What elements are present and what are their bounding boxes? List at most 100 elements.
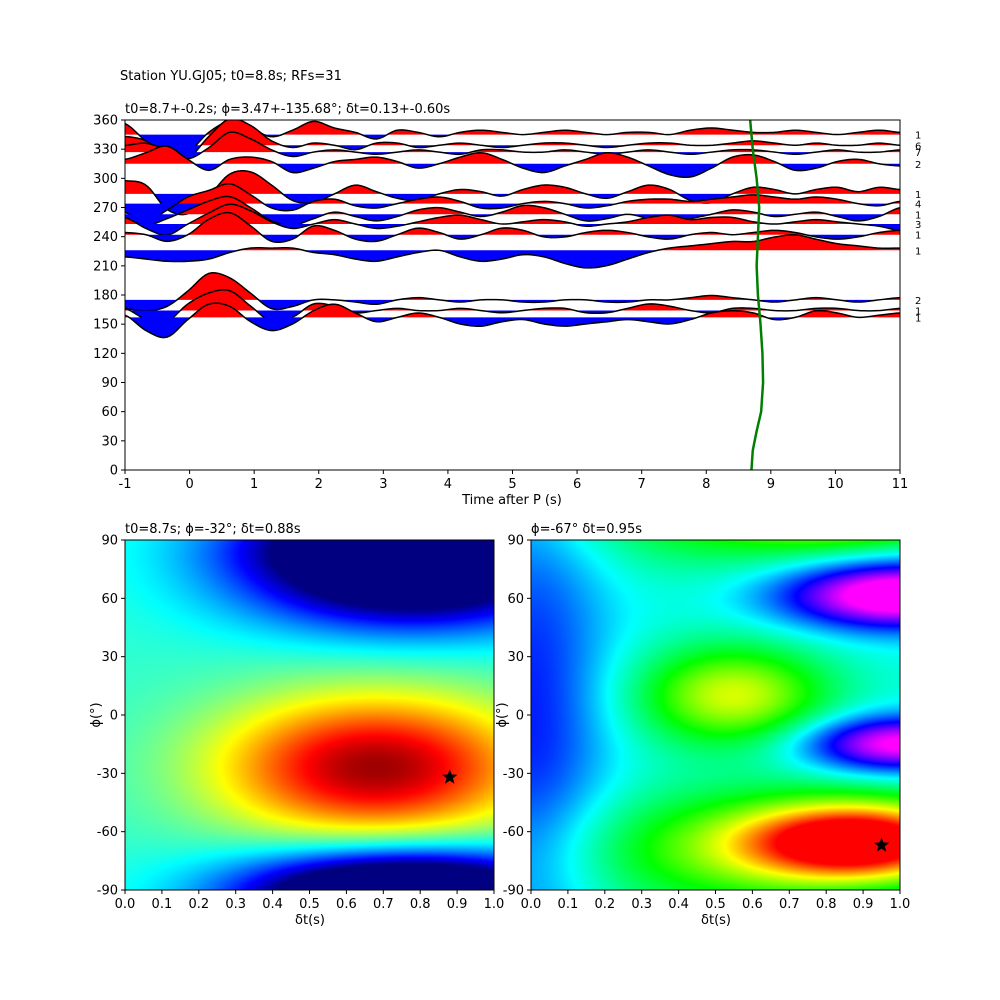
rf-trace-line bbox=[125, 234, 900, 269]
y-tick-label: 150 bbox=[93, 318, 118, 333]
x-tick-label: 0.9 bbox=[853, 897, 874, 912]
rf-trace-negative-fill bbox=[125, 317, 900, 338]
grid-search-1-title: t0=8.7s; ϕ=-32°; δt=0.88s bbox=[125, 522, 301, 537]
rf-trace-line bbox=[125, 120, 900, 161]
best-fit-star-icon bbox=[873, 837, 890, 852]
rf-trace-negative-fill bbox=[125, 299, 900, 311]
x-tick-label: 0.9 bbox=[447, 897, 468, 912]
grid-search-2-heatmap bbox=[531, 540, 900, 890]
rf-trace bbox=[125, 203, 900, 236]
x-tick-label: 0.3 bbox=[225, 897, 246, 912]
x-tick-label: 8 bbox=[702, 477, 710, 492]
rf-panel: t0=8.7+-0.2s; ϕ=3.47+-135.68°; δt=0.13+-… bbox=[93, 102, 921, 508]
rf-trace bbox=[125, 234, 900, 269]
bin-count-label: 4 bbox=[915, 200, 921, 211]
y-tick-label: 90 bbox=[101, 534, 118, 549]
rf-trace-negative-fill bbox=[125, 250, 900, 268]
bin-count-label: 1 bbox=[915, 210, 921, 221]
y-tick-label: 300 bbox=[93, 172, 118, 187]
x-tick-label: 1.0 bbox=[890, 897, 911, 912]
grid-search-1-best-star bbox=[442, 769, 458, 784]
rf-trace bbox=[125, 211, 900, 244]
grid-search-1-x-label: δt(s) bbox=[295, 913, 325, 928]
rf-trace-line bbox=[125, 182, 900, 222]
y-tick-label: 0 bbox=[110, 709, 118, 724]
x-tick-label: 0.6 bbox=[336, 897, 357, 912]
y-tick-label: 90 bbox=[101, 376, 118, 391]
rf-trace bbox=[125, 289, 900, 324]
rf-trace bbox=[125, 145, 900, 179]
rf-trace-positive-fill bbox=[125, 303, 900, 318]
rf-trace-negative-fill bbox=[125, 214, 900, 226]
grid-search-2-y-ticks: -90 -60 -30 0 30 60 90 bbox=[503, 534, 531, 899]
grid-search-1-panel: t0=8.7s; ϕ=-32°; δt=0.88s 0.0 0.1 0.2 0.3 0.… bbox=[89, 522, 504, 928]
rf-trace-negative-fill bbox=[125, 134, 900, 156]
y-tick-label: 0 bbox=[110, 464, 118, 479]
best-fit-star-icon bbox=[442, 769, 458, 784]
x-tick-label: 4 bbox=[444, 477, 452, 492]
rf-y-ticks: 0 30 60 90 120 150 180 210 240 270 300 330 360 bbox=[93, 114, 125, 479]
bin-count-label: 1 bbox=[915, 313, 921, 324]
grid-search-1-x-ticks: 0.0 0.1 0.2 0.3 0.4 0.5 0.6 0.7 0.8 0.9 1.0 bbox=[115, 890, 504, 912]
y-tick-label: 0 bbox=[516, 709, 524, 724]
x-tick-label: 0.5 bbox=[705, 897, 726, 912]
rf-trace-positive-fill bbox=[125, 289, 900, 311]
grid-search-1-heatmap bbox=[125, 540, 494, 890]
y-tick-label: 60 bbox=[507, 592, 524, 607]
y-tick-label: 60 bbox=[101, 405, 118, 420]
x-tick-label: 0.7 bbox=[779, 897, 800, 912]
rf-trace-line bbox=[125, 211, 900, 244]
rf-trace-line bbox=[125, 289, 900, 324]
x-tick-label: 0 bbox=[185, 477, 193, 492]
x-tick-label: 6 bbox=[573, 477, 581, 492]
rf-trace-negative-fill bbox=[125, 193, 900, 215]
grid-search-2-best-star bbox=[873, 837, 890, 852]
rf-trace bbox=[125, 120, 900, 161]
y-tick-label: 210 bbox=[93, 259, 118, 274]
x-tick-label: 10 bbox=[827, 477, 844, 492]
rf-trace-line bbox=[125, 145, 900, 179]
x-tick-label: 0.1 bbox=[152, 897, 173, 912]
rf-trace-positive-fill bbox=[125, 121, 900, 135]
y-tick-label: 240 bbox=[93, 230, 118, 245]
x-tick-label: 0.6 bbox=[742, 897, 763, 912]
x-tick-label: 2 bbox=[315, 477, 323, 492]
bin-count-label: 6 bbox=[915, 141, 921, 152]
rf-trace-line bbox=[125, 302, 900, 339]
rf-trace-line bbox=[125, 272, 900, 312]
rf-trace-positive-fill bbox=[125, 170, 900, 194]
grid-search-2-panel: ϕ=-67° δt=0.95s 0.0 0.1 0.2 0.3 0.4 0.5 0.6 0.7… bbox=[495, 522, 910, 928]
bin-count-label: 1 bbox=[915, 190, 921, 201]
bin-count-label: 1 bbox=[915, 131, 921, 142]
rf-trace-negative-fill bbox=[125, 163, 900, 178]
x-tick-label: 0.3 bbox=[631, 897, 652, 912]
rf-x-ticks: -1 0 1 2 3 4 5 6 7 8 9 10 11 bbox=[119, 470, 909, 492]
x-tick-label: 0.8 bbox=[816, 897, 837, 912]
y-tick-label: 30 bbox=[101, 434, 118, 449]
y-tick-label: -90 bbox=[503, 884, 524, 899]
rf-traces-area bbox=[125, 120, 900, 470]
rf-trace-positive-fill bbox=[125, 196, 900, 215]
x-tick-label: -1 bbox=[119, 477, 132, 492]
bin-count-label: 7 bbox=[915, 148, 921, 159]
y-tick-label: 60 bbox=[101, 592, 118, 607]
x-tick-label: 0.0 bbox=[115, 897, 136, 912]
y-tick-label: -30 bbox=[503, 767, 524, 782]
y-tick-label: 270 bbox=[93, 201, 118, 216]
y-tick-label: 90 bbox=[507, 534, 524, 549]
rf-trace-line bbox=[125, 131, 900, 160]
y-tick-label: 120 bbox=[93, 347, 118, 362]
bin-count-label: 1 bbox=[915, 307, 921, 318]
rf-trace-line bbox=[125, 169, 900, 216]
grid-search-2-x-ticks: 0.0 0.1 0.2 0.3 0.4 0.5 0.6 0.7 0.8 0.9 1.0 bbox=[521, 890, 911, 912]
y-tick-label: -90 bbox=[97, 884, 118, 899]
y-tick-label: -30 bbox=[97, 767, 118, 782]
grid-search-2-y-label: ϕ(°) bbox=[495, 702, 510, 727]
rf-trace bbox=[125, 169, 900, 216]
x-tick-label: 0.8 bbox=[410, 897, 431, 912]
bin-count-label: 1 bbox=[915, 231, 921, 242]
rf-trace-positive-fill bbox=[125, 204, 900, 225]
x-tick-label: 11 bbox=[892, 477, 909, 492]
rf-trace-line bbox=[125, 203, 900, 236]
